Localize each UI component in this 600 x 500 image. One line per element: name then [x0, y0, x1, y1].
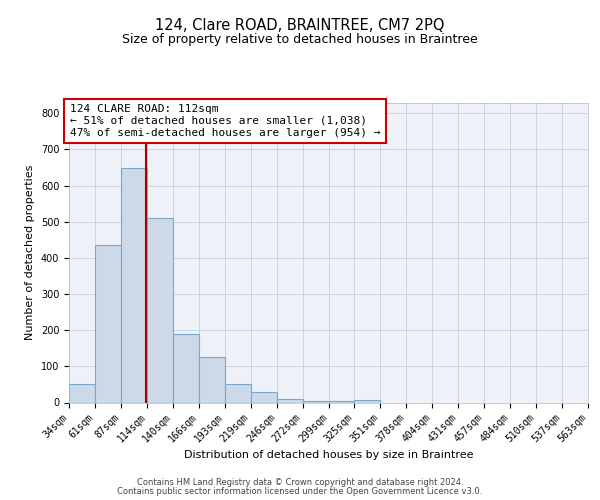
Bar [148, 218, 173, 402]
Bar [121, 168, 148, 402]
Bar [355, 400, 380, 402]
Text: Contains public sector information licensed under the Open Government Licence v3: Contains public sector information licen… [118, 487, 482, 496]
Bar [69, 384, 95, 402]
Bar [95, 246, 121, 402]
Bar [173, 334, 199, 402]
Text: 124 CLARE ROAD: 112sqm
← 51% of detached houses are smaller (1,038)
47% of semi-: 124 CLARE ROAD: 112sqm ← 51% of detached… [70, 104, 380, 138]
Bar [302, 400, 329, 402]
Bar [199, 358, 225, 403]
Bar [277, 399, 302, 402]
Text: Contains HM Land Registry data © Crown copyright and database right 2024.: Contains HM Land Registry data © Crown c… [137, 478, 463, 487]
Text: Size of property relative to detached houses in Braintree: Size of property relative to detached ho… [122, 32, 478, 46]
Bar [329, 400, 355, 402]
X-axis label: Distribution of detached houses by size in Braintree: Distribution of detached houses by size … [184, 450, 473, 460]
Text: 124, Clare ROAD, BRAINTREE, CM7 2PQ: 124, Clare ROAD, BRAINTREE, CM7 2PQ [155, 18, 445, 32]
Y-axis label: Number of detached properties: Number of detached properties [25, 165, 35, 340]
Bar [225, 384, 251, 402]
Bar [251, 392, 277, 402]
